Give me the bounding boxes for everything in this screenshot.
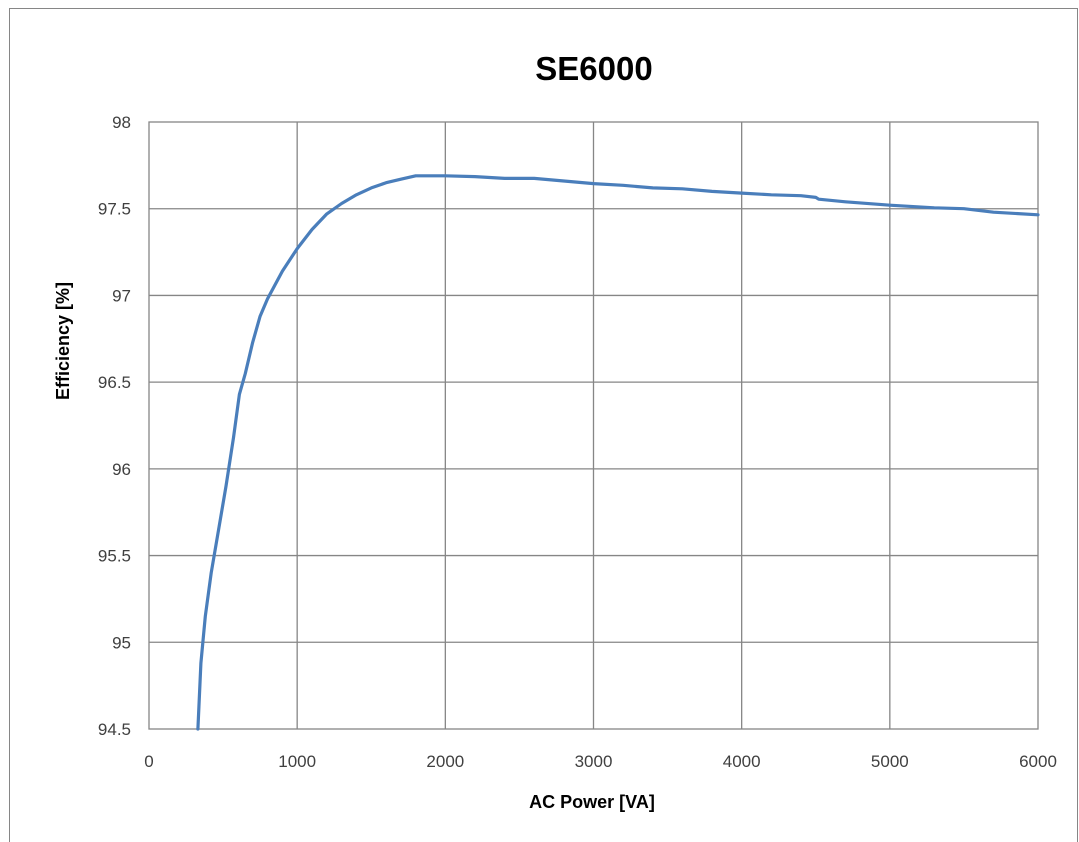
y-tick-label: 95.5 [98, 547, 131, 566]
chart-title: SE6000 [535, 50, 652, 87]
y-tick-label: 97 [112, 286, 131, 305]
efficiency-series-line [196, 174, 1040, 731]
y-tick-label: 96.5 [98, 373, 131, 392]
x-tick-label: 2000 [426, 752, 464, 771]
y-tick-label: 96 [112, 460, 131, 479]
y-tick-label: 95 [112, 633, 131, 652]
plot-area [148, 121, 1039, 730]
plot-area-border [148, 121, 1039, 730]
x-tick-label: 6000 [1019, 752, 1057, 771]
series-layer [196, 174, 1040, 731]
x-tick-label: 4000 [723, 752, 761, 771]
x-axis-title: AC Power [VA] [529, 792, 655, 812]
x-tick-label: 5000 [871, 752, 909, 771]
x-tick-label: 0 [144, 752, 153, 771]
y-tick-label: 97.5 [98, 200, 131, 219]
x-tick-label: 3000 [575, 752, 613, 771]
x-axis-tick-labels: 0 1000 2000 3000 4000 5000 6000 [144, 752, 1057, 771]
y-axis-tick-labels: 94.5 95 95.5 96 96.5 97 97.5 98 [98, 113, 131, 739]
y-tick-label: 94.5 [98, 720, 131, 739]
chart-frame [9, 8, 1078, 842]
y-tick-label: 98 [112, 113, 131, 132]
y-axis-title: Efficiency [%] [53, 282, 73, 400]
grid-lines [149, 122, 1038, 729]
x-tick-label: 1000 [278, 752, 316, 771]
